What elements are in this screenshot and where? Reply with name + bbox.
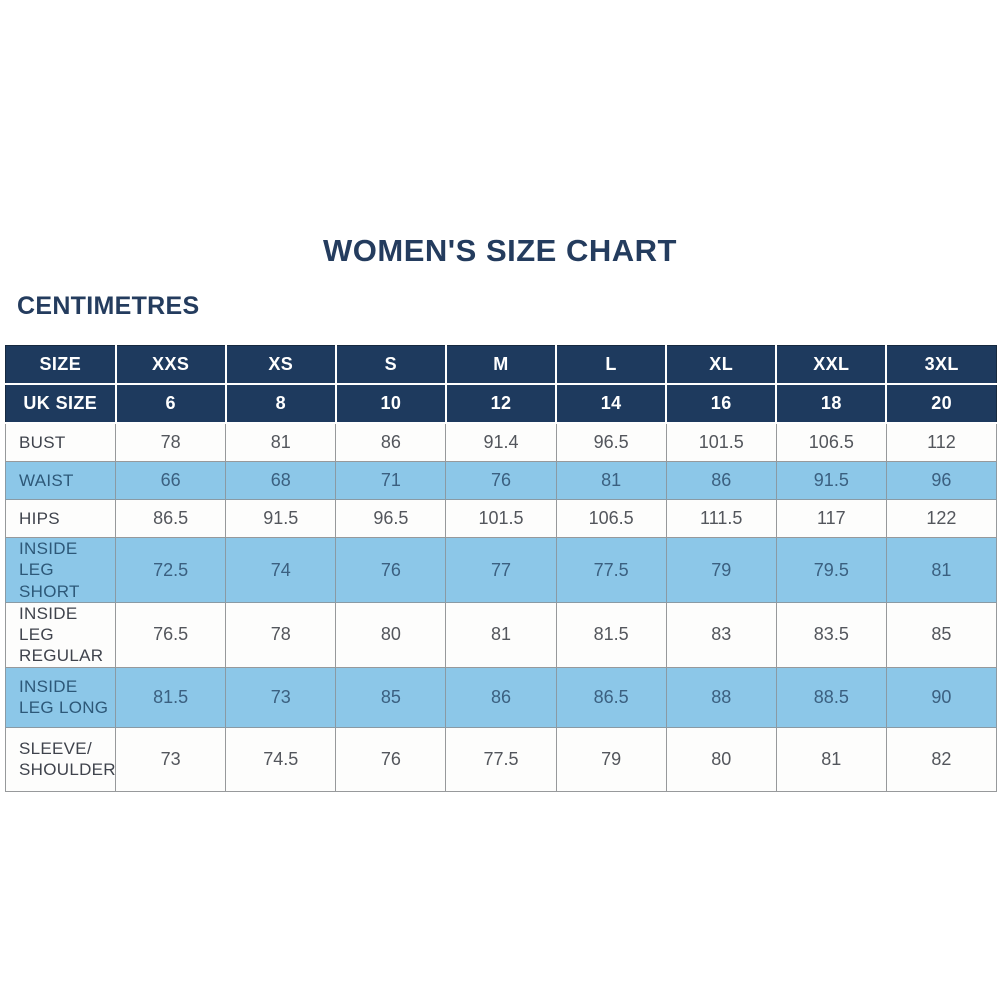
row-value: 91.4 [445, 422, 557, 462]
row-value: 83.5 [775, 601, 887, 668]
page-title: WOMEN'S SIZE CHART [323, 233, 677, 268]
row-value: 106.5 [775, 422, 887, 462]
row-value: 112 [885, 422, 998, 462]
row-value: 83 [665, 601, 777, 668]
row-value: 101.5 [445, 499, 557, 538]
row-value: 81 [885, 537, 998, 603]
row-value: 96 [885, 461, 998, 500]
header-size-m: M [444, 345, 558, 385]
row-value: 91.5 [225, 499, 337, 538]
row-value: 85 [885, 601, 998, 668]
table-row: BUST 78 81 86 91.4 96.5 101.5 106.5 112 [4, 422, 998, 462]
uk-size-header-row: UK SIZE 6 8 10 12 14 16 18 20 [4, 383, 998, 424]
row-value: 81 [775, 726, 887, 792]
table-row: HIPS 86.5 91.5 96.5 101.5 106.5 111.5 117 122 [4, 499, 998, 538]
row-value: 74 [225, 537, 337, 603]
header-size-corner: SIZE [4, 345, 117, 385]
row-value: 86.5 [555, 666, 667, 728]
row-value: 77 [445, 537, 557, 603]
row-value: 76 [335, 537, 447, 603]
row-value: 85 [335, 666, 447, 728]
row-label: INSIDE LEG REGULAR [4, 601, 117, 668]
header-size-l: L [555, 345, 668, 385]
table-row: INSIDE LEG SHORT 72.5 74 76 77 77.5 79 79.5 81 [4, 537, 998, 603]
row-value: 79 [665, 537, 777, 603]
row-value: 81.5 [555, 601, 667, 668]
row-value: 81 [445, 601, 557, 668]
row-value: 72.5 [115, 537, 227, 603]
row-value: 78 [225, 601, 337, 668]
row-label: INSIDE LEG SHORT [4, 537, 117, 603]
row-value: 79.5 [775, 537, 887, 603]
header-uk-size-value: 18 [775, 383, 888, 424]
header-uk-size-label: UK SIZE [4, 383, 117, 424]
row-value: 79 [555, 726, 667, 792]
header-uk-size-value: 12 [444, 383, 558, 424]
row-value: 77.5 [555, 537, 667, 603]
row-value: 78 [115, 422, 227, 462]
row-value: 76 [445, 461, 557, 500]
row-value: 76 [335, 726, 447, 792]
table-header: SIZE XXS XS S M L XL XXL 3XL UK SIZE 6 8 10 12 14 16 18 2… [4, 345, 998, 424]
header-uk-size-value: 6 [114, 383, 227, 424]
header-size-s: S [334, 345, 447, 385]
row-value: 86.5 [115, 499, 227, 538]
header-uk-size-value: 10 [334, 383, 447, 424]
row-value: 101.5 [665, 422, 777, 462]
row-value: 68 [225, 461, 337, 500]
row-value: 96.5 [335, 499, 447, 538]
row-value: 122 [885, 499, 998, 538]
header-size-xs: XS [224, 345, 337, 385]
table-row: INSIDE LEG REGULAR 76.5 78 80 81 81.5 83 83.5 85 [4, 601, 998, 668]
header-uk-size-value: 16 [665, 383, 778, 424]
row-value: 77.5 [445, 726, 557, 792]
header-size-xl: XL [665, 345, 778, 385]
row-value: 76.5 [115, 601, 227, 668]
row-value: 106.5 [555, 499, 667, 538]
row-value: 90 [885, 666, 998, 728]
row-value: 88 [665, 666, 777, 728]
row-value: 86 [335, 422, 447, 462]
table-row: INSIDE LEG LONG 81.5 73 85 86 86.5 88 88.5 90 [4, 666, 998, 728]
size-header-row: SIZE XXS XS S M L XL XXL 3XL [4, 345, 998, 385]
header-size-xxs: XXS [114, 345, 227, 385]
header-uk-size-value: 8 [224, 383, 337, 424]
row-label: SLEEVE/ SHOULDER [4, 726, 117, 792]
row-label: WAIST [4, 461, 117, 500]
row-value: 74.5 [225, 726, 337, 792]
table-body: BUST 78 81 86 91.4 96.5 101.5 106.5 112 WAIST 66 68… [4, 422, 998, 792]
row-value: 86 [445, 666, 557, 728]
row-label: INSIDE LEG LONG [4, 666, 117, 728]
header-uk-size-value: 14 [555, 383, 668, 424]
row-value: 73 [225, 666, 337, 728]
table-row: WAIST 66 68 71 76 81 86 91.5 96 [4, 461, 998, 500]
row-value: 81 [555, 461, 667, 500]
units-label: CENTIMETRES [17, 292, 200, 320]
row-label: BUST [4, 422, 117, 462]
row-value: 71 [335, 461, 447, 500]
header-size-3xl: 3XL [885, 345, 998, 385]
row-label: HIPS [4, 499, 117, 538]
row-value: 117 [775, 499, 887, 538]
row-value: 111.5 [665, 499, 777, 538]
row-value: 82 [885, 726, 998, 792]
row-value: 73 [115, 726, 227, 792]
header-uk-size-value: 20 [885, 383, 998, 424]
header-size-xxl: XXL [775, 345, 888, 385]
row-value: 66 [115, 461, 227, 500]
size-chart-table-container: SIZE XXS XS S M L XL XXL 3XL UK SIZE 6 8 10 12 14 16 18 2… [4, 345, 998, 792]
table-row: SLEEVE/ SHOULDER 73 74.5 76 77.5 79 80 81 82 [4, 726, 998, 792]
row-value: 91.5 [775, 461, 887, 500]
row-value: 96.5 [555, 422, 667, 462]
row-value: 80 [665, 726, 777, 792]
row-value: 86 [665, 461, 777, 500]
row-value: 81 [225, 422, 337, 462]
row-value: 81.5 [115, 666, 227, 728]
size-chart-table: SIZE XXS XS S M L XL XXL 3XL UK SIZE 6 8 10 12 14 16 18 2… [4, 345, 998, 792]
row-value: 88.5 [775, 666, 887, 728]
row-value: 80 [335, 601, 447, 668]
